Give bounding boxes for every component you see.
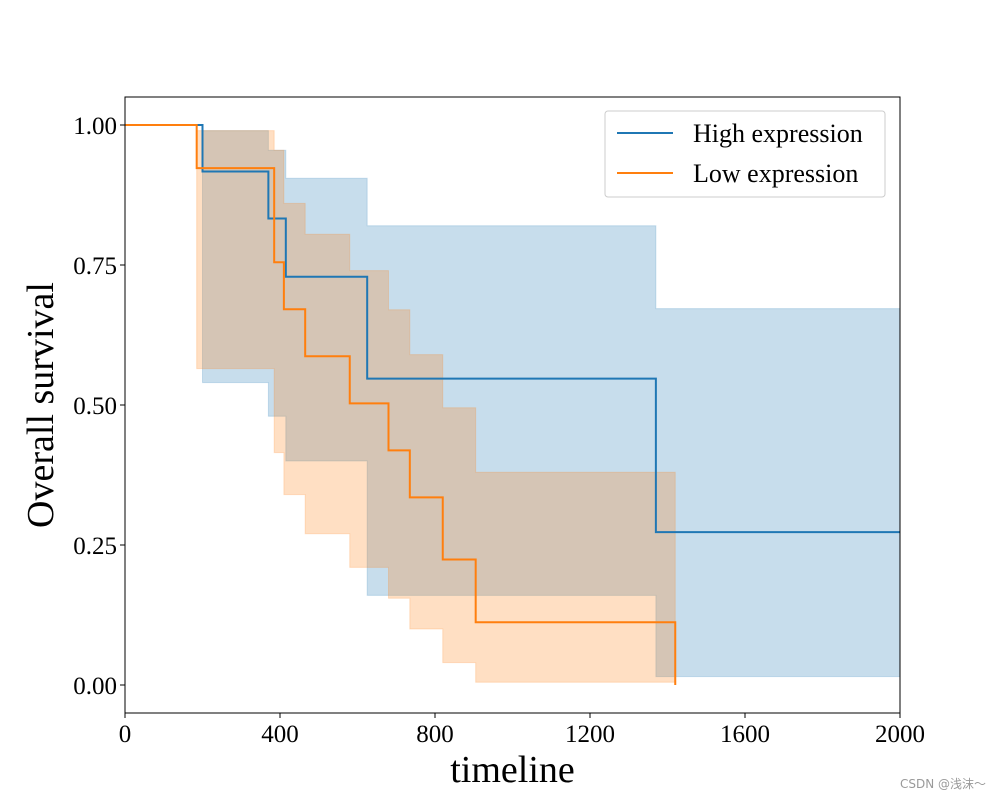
x-tick-label: 0: [119, 721, 132, 748]
watermark: CSDN @浅沫～: [899, 777, 986, 791]
y-tick-label: 0.75: [73, 253, 117, 280]
series-line-low-expression: [125, 124, 677, 685]
legend-label: Low expression: [693, 159, 858, 188]
y-tick-label: 0.25: [73, 533, 117, 560]
x-tick-label: 400: [261, 721, 299, 748]
y-axis-label: Overall survival: [20, 282, 62, 528]
x-axis-label: timeline: [450, 749, 575, 791]
y-tick-label: 1.00: [73, 113, 117, 140]
y-tick-label: 0.00: [73, 673, 117, 700]
x-tick-label: 1600: [720, 721, 770, 748]
axis-ticks: 0 400 800 1200 1600 2000 0.00 0.25 0.50 0.75 1.00: [73, 113, 925, 748]
survival-lines: [125, 124, 900, 685]
x-tick-label: 2000: [875, 721, 925, 748]
ci-band-low-expression: [125, 124, 676, 683]
legend: High expression Low expression: [604, 110, 886, 198]
y-tick-label: 0.50: [73, 393, 117, 420]
legend-label: High expression: [693, 119, 863, 148]
legend-box: [604, 110, 886, 198]
confidence-bands: [125, 124, 901, 683]
x-tick-label: 800: [416, 721, 454, 748]
x-tick-label: 1200: [565, 721, 615, 748]
series-line-high-expression: [125, 124, 900, 534]
